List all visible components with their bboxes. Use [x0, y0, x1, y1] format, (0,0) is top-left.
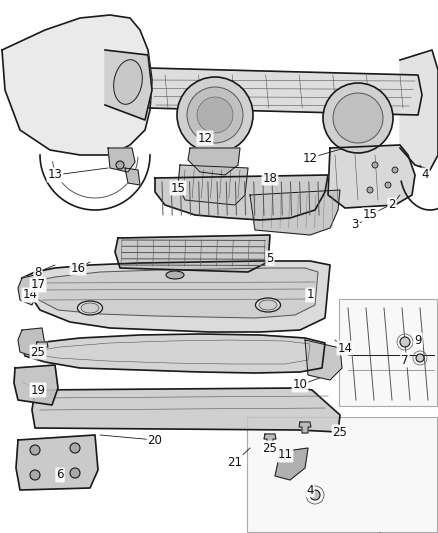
Text: 20: 20: [148, 433, 162, 447]
Polygon shape: [115, 235, 270, 272]
Text: 7: 7: [401, 353, 409, 367]
Text: 4: 4: [306, 483, 314, 497]
Text: 1: 1: [306, 288, 314, 302]
Ellipse shape: [114, 60, 142, 104]
Ellipse shape: [255, 298, 280, 312]
Text: 12: 12: [303, 151, 318, 165]
Circle shape: [392, 167, 398, 173]
Polygon shape: [14, 365, 58, 405]
Text: 10: 10: [293, 378, 307, 392]
FancyBboxPatch shape: [339, 299, 437, 406]
Polygon shape: [16, 435, 98, 490]
Text: 5: 5: [266, 252, 274, 264]
Ellipse shape: [166, 271, 184, 279]
Polygon shape: [32, 388, 340, 432]
Circle shape: [30, 445, 40, 455]
Polygon shape: [22, 334, 325, 373]
Text: 18: 18: [262, 172, 277, 184]
Ellipse shape: [259, 300, 277, 310]
Circle shape: [30, 470, 40, 480]
Circle shape: [372, 162, 378, 168]
Circle shape: [197, 97, 233, 133]
Text: 4: 4: [421, 168, 429, 182]
Polygon shape: [305, 340, 342, 380]
Polygon shape: [250, 190, 340, 235]
Circle shape: [333, 93, 383, 143]
Polygon shape: [125, 168, 140, 185]
Circle shape: [367, 187, 373, 193]
Circle shape: [310, 490, 320, 500]
Text: 8: 8: [34, 265, 42, 279]
Polygon shape: [178, 165, 248, 205]
Polygon shape: [328, 145, 415, 208]
Text: 14: 14: [22, 288, 38, 302]
Polygon shape: [264, 434, 276, 445]
Circle shape: [323, 83, 393, 153]
Text: 21: 21: [227, 456, 243, 469]
FancyBboxPatch shape: [247, 417, 437, 532]
Text: 15: 15: [363, 208, 378, 222]
Polygon shape: [145, 68, 422, 115]
Polygon shape: [155, 175, 328, 220]
Polygon shape: [400, 50, 438, 170]
Polygon shape: [30, 268, 318, 318]
Polygon shape: [2, 15, 152, 155]
Ellipse shape: [81, 303, 99, 313]
Circle shape: [177, 77, 253, 153]
Text: 2: 2: [388, 198, 396, 212]
Text: 17: 17: [31, 279, 46, 292]
Polygon shape: [299, 422, 311, 433]
Text: 3: 3: [351, 219, 359, 231]
Polygon shape: [36, 342, 48, 353]
Polygon shape: [18, 275, 38, 305]
Text: 9: 9: [414, 334, 422, 346]
Polygon shape: [105, 50, 152, 120]
Text: 25: 25: [332, 425, 347, 439]
Ellipse shape: [78, 301, 102, 315]
Polygon shape: [40, 155, 150, 210]
Text: 25: 25: [262, 441, 277, 455]
Text: 13: 13: [48, 168, 63, 182]
Circle shape: [70, 468, 80, 478]
Text: 25: 25: [31, 345, 46, 359]
Polygon shape: [188, 148, 240, 175]
Text: 12: 12: [198, 132, 212, 144]
Text: 14: 14: [338, 342, 353, 354]
Text: 6: 6: [56, 469, 64, 481]
Circle shape: [400, 337, 410, 347]
Polygon shape: [275, 448, 308, 480]
Circle shape: [70, 443, 80, 453]
Text: 15: 15: [170, 182, 185, 195]
Text: 11: 11: [278, 448, 293, 462]
Circle shape: [116, 161, 124, 169]
Text: 16: 16: [71, 262, 85, 274]
Polygon shape: [22, 261, 330, 332]
Polygon shape: [18, 328, 45, 358]
Circle shape: [385, 182, 391, 188]
Circle shape: [187, 87, 243, 143]
Circle shape: [416, 354, 424, 362]
Polygon shape: [108, 148, 135, 172]
Text: 19: 19: [31, 384, 46, 397]
